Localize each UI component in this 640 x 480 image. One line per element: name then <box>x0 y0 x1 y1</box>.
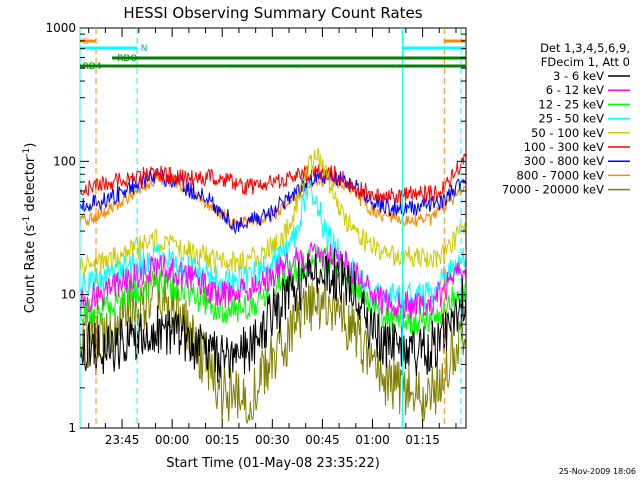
series-line-50-100-kev <box>80 147 466 278</box>
x-tick-label-2: 00:15 <box>205 433 240 447</box>
x-tick-label-4: 00:45 <box>305 433 340 447</box>
x-axis-label: Start Time (01-May-08 23:35:22) <box>166 456 380 471</box>
series-line-300-800-kev <box>80 168 466 235</box>
chart-title: HESSI Observing Summary Count Rates <box>123 4 422 22</box>
series-line-6-12-kev <box>80 240 466 319</box>
legend-label-6: 100 - 300 keV <box>524 140 604 154</box>
series-line-7000-20000-kev <box>80 273 466 424</box>
x-tick-label-3: 00:30 <box>255 433 290 447</box>
y-axis-label: Count Rate (s-1 detector-1) <box>22 143 38 314</box>
y-axis-label-sup1: -1 <box>22 216 32 225</box>
night-label: N <box>141 44 148 54</box>
legend-label-8: 800 - 7000 keV <box>516 168 604 182</box>
x-tick-label-5: 01:00 <box>355 433 390 447</box>
y-axis-label-mid: detector <box>23 156 38 216</box>
y-axis-label-main: Count Rate (s <box>23 225 38 314</box>
x-tick-label-1: 00:00 <box>155 433 190 447</box>
rd4-label: RD4 <box>83 62 102 72</box>
series-line-25-50-kev <box>80 180 466 312</box>
series-group <box>80 147 466 424</box>
legend-label-4: 25 - 50 keV <box>538 112 604 126</box>
series-line-100-300-kev <box>80 153 466 204</box>
y-tick-label-10: 10 <box>61 288 76 302</box>
rdo-label: RDO <box>117 54 137 64</box>
y-axis-label-end: ) <box>23 143 38 148</box>
footer-date: 25-Nov-2009 18:06 <box>559 467 636 476</box>
legend-label-9: 7000 - 20000 keV <box>502 183 604 197</box>
x-tick-label-0: 23:45 <box>105 433 140 447</box>
legend-header-detectors: Det 1,3,4,5,6,9, <box>540 41 630 55</box>
legend-label-3: 12 - 25 keV <box>538 97 604 111</box>
legend-label-1: 3 - 6 keV <box>553 69 604 83</box>
chart-marks: S N RDO RD4 1 10 100 1000 23:45 00:00 00:15 00:30 00… <box>45 21 630 447</box>
y-axis-label-sup2: -1 <box>22 148 32 157</box>
x-tick-label-6: 01:15 <box>405 433 440 447</box>
legend-label-5: 50 - 100 keV <box>531 126 604 140</box>
y-tick-label-100: 100 <box>53 154 76 168</box>
series-line-800-7000-kev <box>80 172 466 231</box>
plot-area <box>79 27 467 429</box>
legend-label-7: 300 - 800 keV <box>524 154 604 168</box>
legend-label-2: 6 - 12 keV <box>546 83 604 97</box>
y-tick-label-1000: 1000 <box>45 21 76 35</box>
legend-header-settings: FDecim 1, Att 0 <box>541 55 630 69</box>
series-line-3-6-kev <box>80 249 466 383</box>
y-tick-label-1: 1 <box>68 421 76 435</box>
attenuator-label: S <box>83 37 89 47</box>
